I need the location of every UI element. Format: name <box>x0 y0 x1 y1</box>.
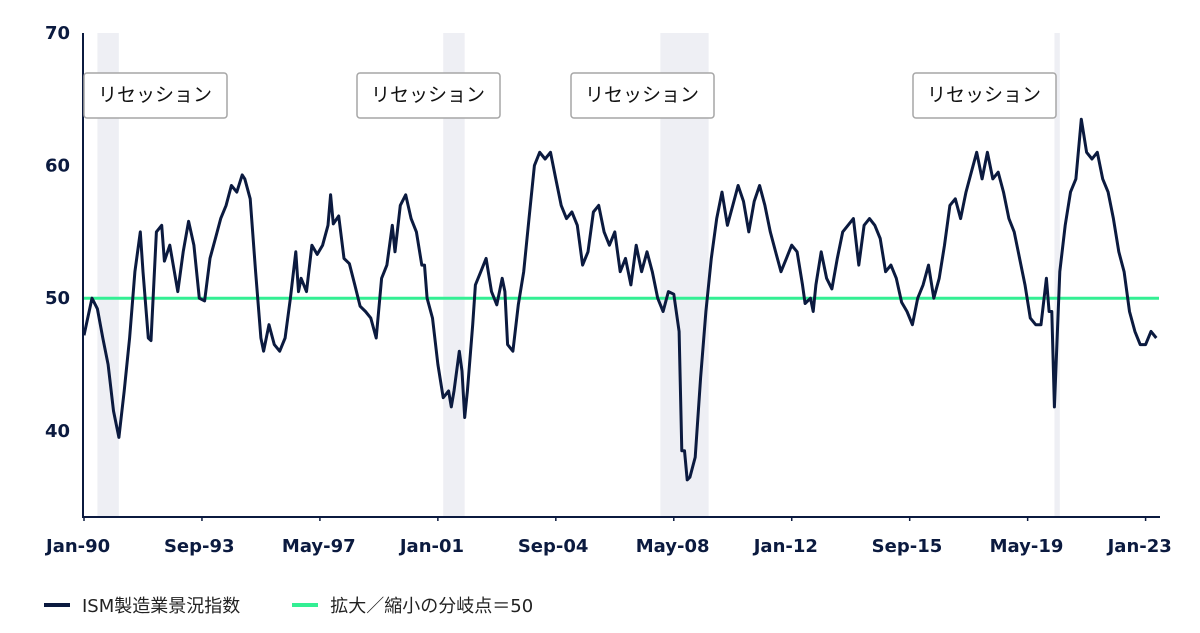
y-tick-label-50: 50 <box>45 288 70 309</box>
ism-series-line <box>82 117 1158 482</box>
annotation-box <box>570 72 715 119</box>
y-tick-label-60: 60 <box>45 156 70 177</box>
x-tick-label-sep-93: Sep-93 <box>164 536 235 557</box>
recession-annotation: リセッション <box>912 72 1057 119</box>
legend-item-threshold: 拡大／縮小の分岐点＝50 <box>292 592 533 618</box>
axes: 40 50 60 70 Jan-90 Sep-93 May-97 Jan-01 … <box>44 23 1172 557</box>
legend: ISM製造業景況指数 拡大／縮小の分岐点＝50 <box>44 592 533 618</box>
annotation-label: リセッション <box>585 84 699 106</box>
recession-annotation: リセッション <box>356 72 501 119</box>
legend-swatch-threshold <box>292 603 319 607</box>
x-tick-labels: Jan-90 Sep-93 May-97 Jan-01 Sep-04 May-0… <box>44 536 1172 557</box>
x-tick-label-jan-23: Jan-23 <box>1106 536 1172 557</box>
x-tick-label-sep-15: Sep-15 <box>872 536 943 557</box>
recession-annotation: リセッション <box>570 72 715 119</box>
y-tick-label-70: 70 <box>45 23 70 44</box>
legend-swatch-ism <box>44 603 70 607</box>
annotation-box <box>83 72 228 119</box>
legend-item-ism: ISM製造業景況指数 <box>44 592 240 618</box>
legend-label-threshold: 拡大／縮小の分岐点＝50 <box>330 596 534 617</box>
recession-band <box>1054 33 1060 517</box>
x-tick-label-jan-12: Jan-12 <box>752 536 818 557</box>
y-tick-label-40: 40 <box>45 421 70 442</box>
legend-label-ism: ISM製造業景況指数 <box>82 596 241 617</box>
x-tick-label-jan-90: Jan-90 <box>44 536 110 557</box>
y-tick-labels: 40 50 60 70 <box>45 23 70 442</box>
annotation-label: リセッション <box>98 84 212 106</box>
annotation-box <box>356 72 501 119</box>
x-tick-label-sep-04: Sep-04 <box>518 536 589 557</box>
annotation-label: リセッション <box>927 84 1041 106</box>
x-tick-label-may-97: May-97 <box>282 536 356 557</box>
x-tick-label-may-19: May-19 <box>990 536 1064 557</box>
recession-band <box>97 33 119 517</box>
x-tick-label-may-08: May-08 <box>636 536 710 557</box>
annotation-label: リセッション <box>371 84 485 106</box>
recession-annotations: リセッション リセッション リセッション リセッション <box>83 72 1057 119</box>
recession-annotation: リセッション <box>83 72 228 119</box>
x-tick-label-jan-01: Jan-01 <box>398 536 464 557</box>
annotation-box <box>912 72 1057 119</box>
